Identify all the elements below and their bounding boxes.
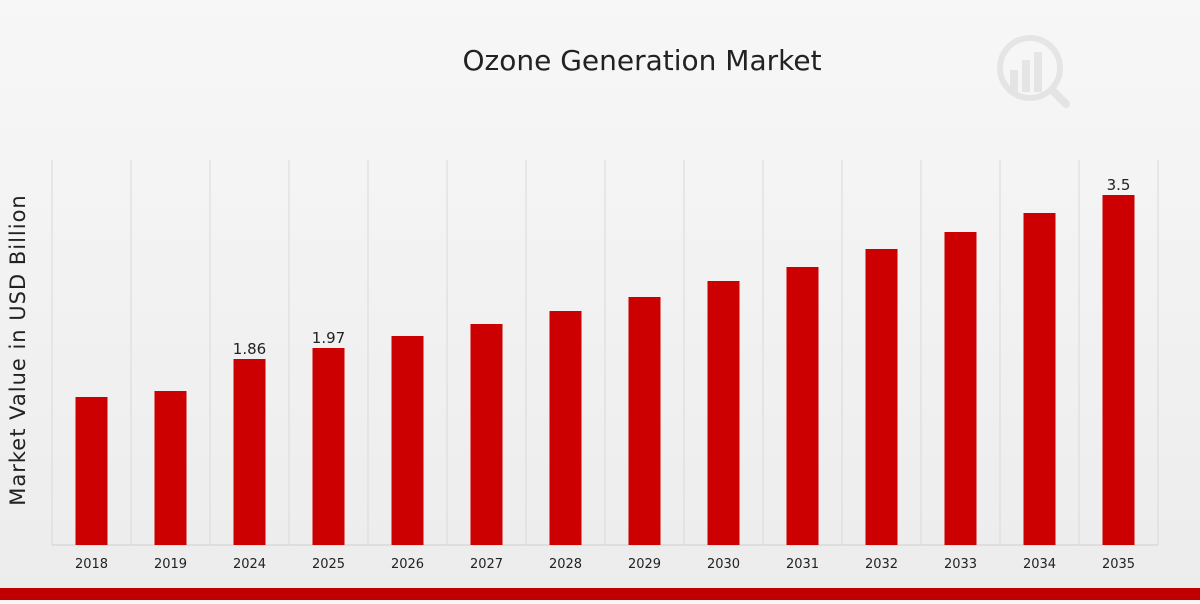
bar-2024 (233, 359, 266, 545)
watermark-logo-icon (997, 35, 1070, 108)
bar-2027 (470, 324, 503, 545)
x-tick-2018: 2018 (75, 557, 108, 572)
x-tick-2032: 2032 (865, 557, 898, 572)
bars (75, 195, 1135, 545)
chart-title: Ozone Generation Market (462, 44, 821, 77)
grid-lines (51, 160, 1159, 546)
x-tick-2029: 2029 (628, 557, 661, 572)
data-label-2025: 1.97 (312, 329, 345, 347)
x-tick-2019: 2019 (154, 557, 187, 572)
x-tick-2024: 2024 (233, 557, 266, 572)
bar-2019 (154, 391, 187, 545)
bar-2035 (1102, 195, 1135, 545)
bar-2032 (865, 249, 898, 545)
bar-2029 (628, 297, 661, 545)
data-labels: 1.86 1.97 3.5 (233, 176, 1131, 358)
x-tick-2027: 2027 (470, 557, 503, 572)
bar-2028 (549, 311, 582, 545)
x-tick-2026: 2026 (391, 557, 424, 572)
bar-2018 (75, 397, 108, 545)
bar-2031 (786, 267, 819, 545)
x-tick-2035: 2035 (1102, 557, 1135, 572)
x-tick-2033: 2033 (944, 557, 977, 572)
bar-2025 (312, 348, 345, 545)
bar-2033 (944, 232, 977, 545)
bar-2034 (1023, 213, 1056, 545)
bar-2026 (391, 336, 424, 545)
x-tick-2028: 2028 (549, 557, 582, 572)
x-tick-2034: 2034 (1023, 557, 1056, 572)
x-tick-2030: 2030 (707, 557, 740, 572)
bar-2030 (707, 281, 740, 545)
x-tick-2031: 2031 (786, 557, 819, 572)
data-label-2035: 3.5 (1107, 176, 1131, 194)
data-label-2024: 1.86 (233, 340, 266, 358)
y-axis-label: Market Value in USD Billion (6, 194, 30, 505)
footer-accent-bar (0, 588, 1200, 600)
x-tick-labels: 2018 2019 2024 2025 2026 2027 2028 2029 2030 2031… (75, 557, 1135, 572)
x-tick-2025: 2025 (312, 557, 345, 572)
